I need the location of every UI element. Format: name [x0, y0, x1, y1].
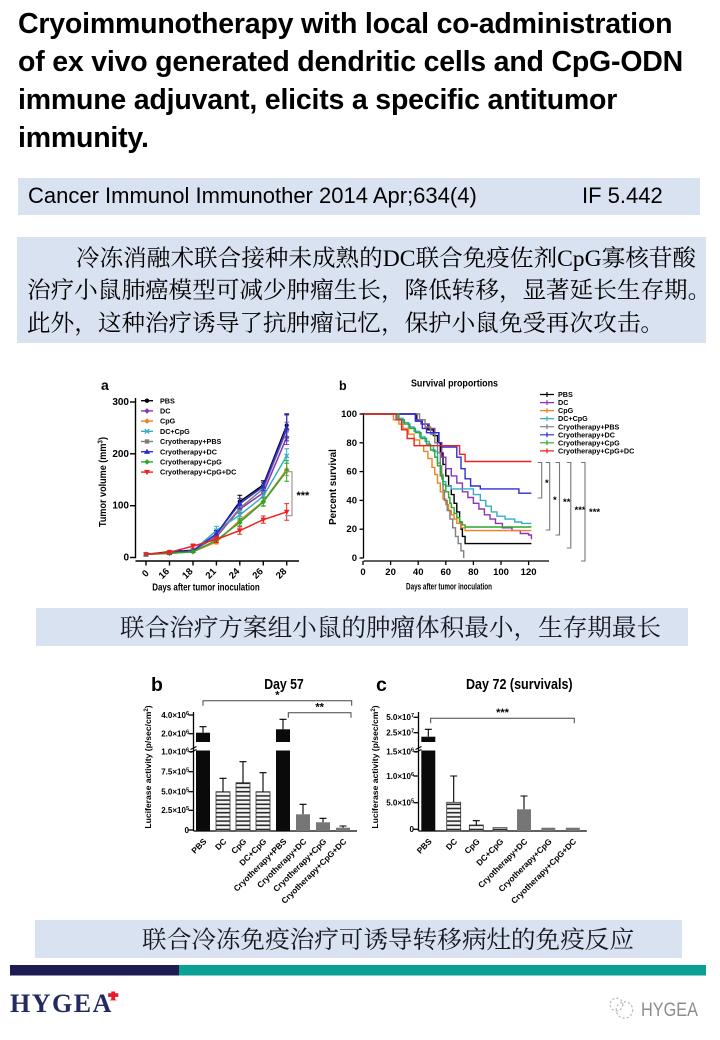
svg-text:Day 72 (survivals): Day 72 (survivals) [466, 676, 573, 693]
svg-text:b: b [151, 674, 163, 696]
svg-text:300: 300 [112, 397, 129, 408]
svg-text:5.0×107: 5.0×107 [386, 713, 414, 722]
svg-text:1.5×106: 1.5×106 [386, 748, 414, 757]
svg-text:80: 80 [468, 567, 479, 578]
svg-text:1.0×106: 1.0×106 [161, 748, 189, 757]
svg-text:20: 20 [385, 567, 396, 578]
svg-text:DC+CpG: DC+CpG [558, 414, 588, 423]
svg-text:PBS: PBS [160, 396, 175, 405]
svg-text:**: ** [563, 497, 571, 508]
svg-text:60: 60 [346, 467, 357, 478]
svg-text:**: ** [315, 702, 324, 714]
svg-text:200: 200 [112, 449, 129, 460]
svg-text:HYGEA: HYGEA [641, 1000, 698, 1021]
svg-text:28: 28 [274, 566, 289, 581]
svg-text:PBS: PBS [189, 836, 208, 855]
svg-text:*: * [545, 478, 549, 489]
svg-text:Days after tumor inoculation: Days after tumor inoculation [152, 582, 260, 594]
svg-text:21: 21 [204, 566, 220, 582]
svg-text:24: 24 [227, 566, 243, 582]
svg-text:2.0×106: 2.0×106 [161, 730, 189, 739]
svg-text:0: 0 [360, 567, 365, 578]
svg-text:Cryotherapy+CpG: Cryotherapy+CpG [558, 438, 620, 447]
svg-text:5.0×105: 5.0×105 [161, 788, 189, 797]
svg-text:Cryotherapy+PBS: Cryotherapy+PBS [558, 422, 620, 431]
svg-text:40: 40 [413, 567, 424, 578]
svg-text:Cryotherapy+DC: Cryotherapy+DC [558, 430, 615, 439]
svg-text:0: 0 [140, 568, 152, 580]
svg-text:Cryotherapy+DC: Cryotherapy+DC [160, 447, 217, 456]
svg-text:Cryotherapy+CpG: Cryotherapy+CpG [160, 458, 222, 467]
svg-text:0: 0 [410, 825, 415, 834]
svg-text:Day 57: Day 57 [264, 676, 304, 693]
svg-text:Tumor volume (mm3): Tumor volume (mm3) [98, 437, 110, 527]
svg-text:0: 0 [352, 553, 357, 564]
svg-text:100: 100 [341, 409, 357, 420]
svg-text:*: * [553, 495, 557, 506]
svg-text:Luciferase activity (p/sec/cm2: Luciferase activity (p/sec/cm2) [370, 705, 380, 828]
svg-text:Luciferase activity (p/sec/cm2: Luciferase activity (p/sec/cm2) [143, 705, 153, 828]
svg-text:PBS: PBS [558, 390, 573, 399]
svg-text:DC+CpG: DC+CpG [160, 427, 190, 436]
svg-text:Cryotherapy+CpG+DC: Cryotherapy+CpG+DC [558, 447, 634, 456]
svg-text:100: 100 [493, 567, 509, 578]
svg-text:80: 80 [346, 438, 357, 449]
svg-text:Cryotherapy+CpG+DC: Cryotherapy+CpG+DC [160, 468, 236, 477]
svg-text:4.0×106: 4.0×106 [161, 711, 189, 720]
svg-text:2.5×107: 2.5×107 [386, 729, 414, 738]
svg-text:DC: DC [160, 407, 170, 416]
svg-text:Cryotherapy+PBS: Cryotherapy+PBS [160, 437, 222, 446]
svg-text:***: *** [589, 507, 600, 518]
svg-text:Percent survival: Percent survival [328, 449, 339, 525]
svg-text:26: 26 [251, 566, 266, 581]
svg-text:***: *** [575, 505, 586, 516]
svg-text:1.0×106: 1.0×106 [386, 772, 414, 781]
svg-text:120: 120 [521, 567, 537, 578]
svg-text:CpG: CpG [462, 836, 481, 855]
svg-text:100: 100 [112, 501, 129, 512]
svg-text:CpG: CpG [558, 406, 574, 415]
svg-text:b: b [339, 379, 347, 393]
svg-text:0: 0 [185, 826, 190, 835]
svg-text:HYGEA: HYGEA [10, 989, 113, 1018]
svg-text:***: *** [297, 490, 311, 502]
svg-text:***: *** [496, 707, 510, 719]
svg-text:c: c [376, 674, 387, 696]
svg-text:40: 40 [346, 495, 357, 506]
svg-text:CpG: CpG [160, 417, 176, 426]
svg-text:PBS: PBS [415, 836, 434, 855]
svg-text:7.5×105: 7.5×105 [161, 768, 189, 777]
svg-text:20: 20 [346, 524, 357, 535]
svg-text:DC: DC [444, 836, 460, 852]
svg-text:Survival proportions: Survival proportions [411, 379, 498, 390]
svg-text:a: a [101, 377, 109, 393]
svg-text:DC: DC [213, 836, 229, 852]
svg-text:*: * [275, 690, 280, 702]
svg-text:Days after tumor inoculation: Days after tumor inoculation [406, 582, 492, 593]
svg-text:DC: DC [558, 398, 568, 407]
svg-text:16: 16 [157, 566, 172, 581]
svg-text:18: 18 [180, 566, 195, 581]
svg-text:60: 60 [441, 567, 452, 578]
svg-text:2.5×105: 2.5×105 [161, 806, 189, 815]
svg-text:0: 0 [123, 553, 129, 564]
svg-text:5.0×105: 5.0×105 [386, 799, 414, 808]
